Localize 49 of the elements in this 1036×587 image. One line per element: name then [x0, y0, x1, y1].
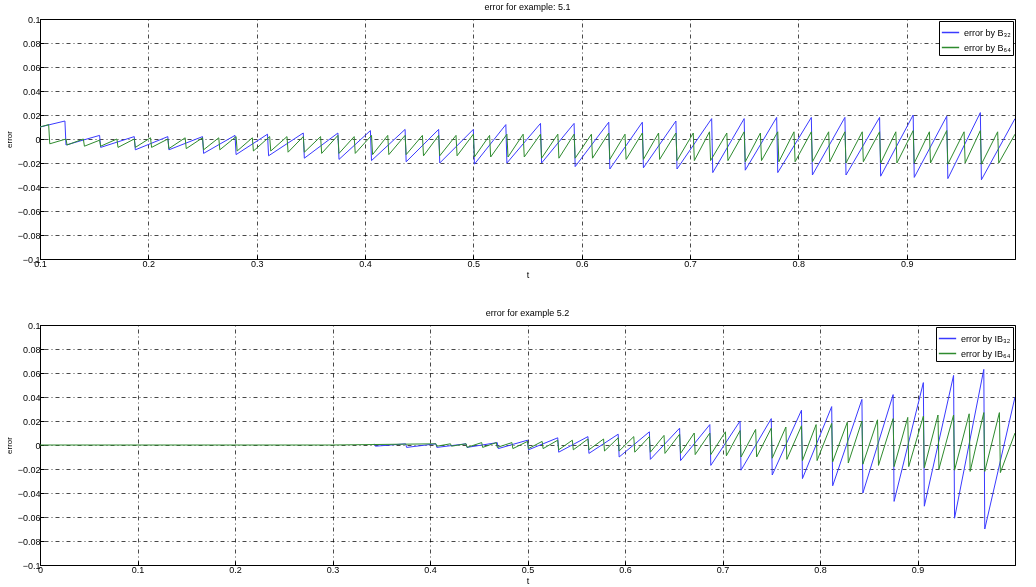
y-tick-label: 0.08 [22, 38, 41, 49]
y-tick-label: −0.08 [17, 230, 41, 241]
y-axis-title: error [4, 436, 14, 454]
y-tick-label: −0.04 [17, 182, 41, 193]
legend-label: error by B₆₄ [964, 42, 1012, 53]
x-tick-label: 0.6 [619, 564, 632, 575]
x-tick-label: 0.9 [900, 258, 914, 269]
y-tick-label: 0.1 [27, 320, 41, 331]
y-tick-label: −0.04 [17, 488, 41, 499]
y-tick-label: −0.02 [17, 464, 41, 475]
y-tick-label: 0.04 [22, 86, 41, 97]
x-tick-label: 0.7 [716, 564, 730, 575]
x-tick-label: 0.5 [467, 258, 481, 269]
x-tick-label: 0.8 [792, 258, 806, 269]
x-tick-label: 0.7 [684, 258, 697, 269]
x-axis-title: t [526, 269, 530, 280]
line-series [40, 124, 1015, 165]
legend-label: error by IB₆₄ [961, 348, 1011, 359]
y-tick-label: 0.06 [22, 368, 41, 379]
legend-label: error by IB₃₂ [961, 333, 1011, 344]
x-tick-label: 0.5 [521, 564, 535, 575]
y-tick-label: 0.02 [22, 110, 41, 121]
y-tick-label: 0 [35, 440, 41, 451]
x-tick-label: 0.4 [359, 258, 372, 269]
y-tick-label: −0.06 [17, 512, 41, 523]
y-tick-label: 0.04 [22, 392, 41, 403]
x-tick-label: 0.4 [424, 564, 437, 575]
x-tick-label: 0.8 [814, 564, 827, 575]
x-tick-label: 0.2 [142, 258, 156, 269]
y-tick-label: −0.06 [17, 206, 41, 217]
y-tick-label: 0 [35, 134, 41, 145]
x-tick-label: 0.3 [250, 258, 264, 269]
y-axis-title: error [4, 130, 14, 148]
x-tick-label: 0.2 [229, 564, 242, 575]
line-series [40, 412, 1015, 474]
y-tick-label: 0.08 [22, 344, 41, 355]
x-tick-label: 0.3 [326, 564, 340, 575]
y-tick-label: −0.02 [17, 158, 41, 169]
x-axis-title: t [526, 575, 530, 586]
legend-label: error by B₃₂ [964, 27, 1012, 38]
chart-title: error for example 5.2 [485, 308, 570, 318]
y-tick-label: 0.1 [27, 14, 41, 25]
x-tick-label: 0.9 [911, 564, 925, 575]
x-tick-label: 0.6 [575, 258, 589, 269]
x-tick-label: 0.1 [131, 564, 145, 575]
y-tick-label: 0.02 [22, 416, 41, 427]
y-tick-label: −0.08 [17, 536, 41, 547]
chart-title: error for example: 5.1 [484, 2, 571, 12]
y-tick-label: 0.06 [22, 62, 41, 73]
